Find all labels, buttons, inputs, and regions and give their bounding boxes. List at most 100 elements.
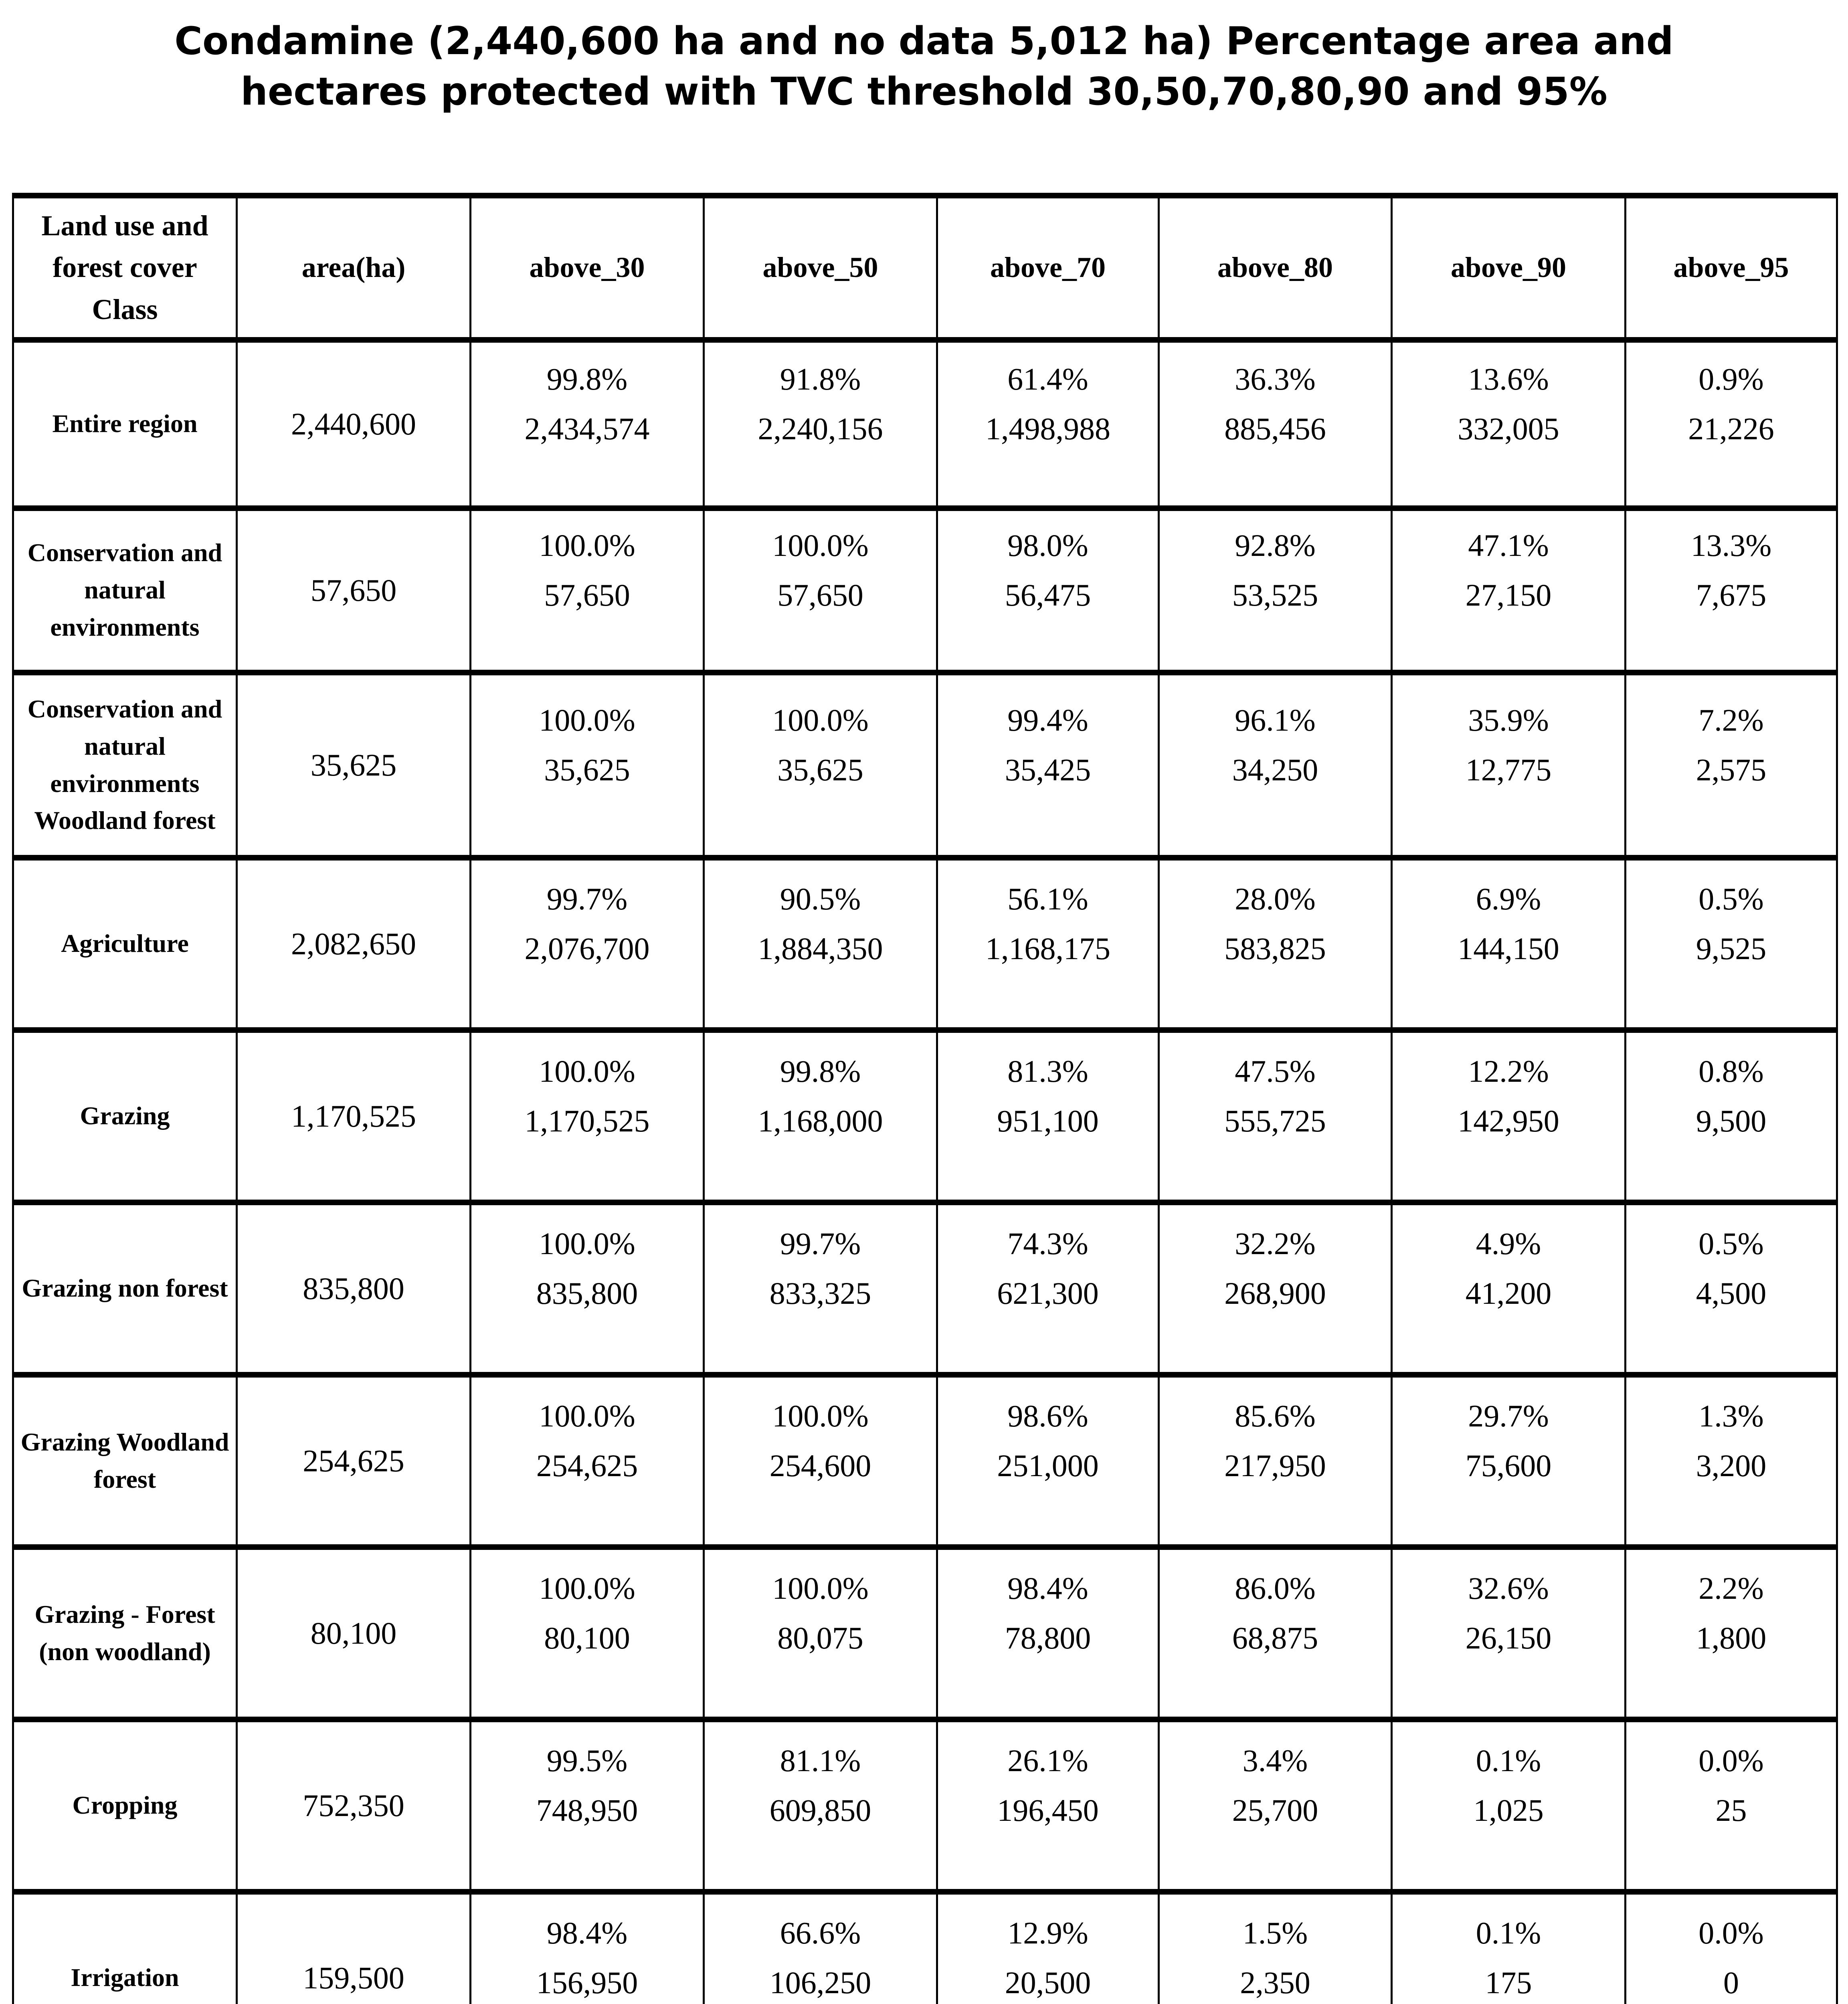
percent-value: 100.0% xyxy=(539,1570,635,1606)
threshold-cell: 1.5% 2,350 xyxy=(1158,1889,1393,2004)
threshold-cell: 36.3% 885,456 xyxy=(1158,337,1393,511)
header-above-95: above_95 xyxy=(1624,192,1838,343)
percent-value: 12.2% xyxy=(1468,1053,1549,1089)
percent-value: 90.5% xyxy=(780,881,861,916)
hectares-value: 9,500 xyxy=(1696,1103,1767,1138)
area-ha-value: 835,800 xyxy=(236,1199,471,1378)
hectares-value: 1,025 xyxy=(1473,1792,1544,1828)
threshold-cell: 98.6% 251,000 xyxy=(936,1372,1160,1550)
row-label: Grazing non forest xyxy=(12,1199,238,1378)
threshold-cell: 2.2% 1,800 xyxy=(1624,1544,1838,1722)
hectares-value: 20,500 xyxy=(1005,1965,1091,2000)
percent-value: 47.5% xyxy=(1235,1053,1316,1089)
threshold-cell: 12.9% 20,500 xyxy=(936,1889,1160,2004)
percent-value: 100.0% xyxy=(772,1398,869,1433)
hectares-value: 12,775 xyxy=(1465,752,1552,787)
hectares-value: 1,800 xyxy=(1696,1620,1767,1655)
percent-value: 100.0% xyxy=(539,527,635,563)
threshold-cell: 0.0% 25 xyxy=(1624,1716,1838,1895)
threshold-cell: 4.9% 41,200 xyxy=(1391,1199,1626,1378)
row-label: Grazing Woodland forest xyxy=(12,1372,238,1550)
threshold-cell: 13.6% 332,005 xyxy=(1391,337,1626,511)
hectares-value: 583,825 xyxy=(1224,931,1326,966)
percent-value: 47.1% xyxy=(1468,527,1549,563)
area-ha-value: 57,650 xyxy=(236,505,471,675)
threshold-cell: 99.5% 748,950 xyxy=(469,1716,705,1895)
hectares-value: 142,950 xyxy=(1458,1103,1559,1138)
threshold-cell: 0.1% 175 xyxy=(1391,1889,1626,2004)
percent-value: 99.5% xyxy=(546,1743,628,1778)
threshold-cell: 90.5% 1,884,350 xyxy=(703,855,938,1033)
table-row: Grazing - Forest (non woodland) 80,100 100… xyxy=(12,1544,1838,1722)
threshold-cell: 100.0% 254,600 xyxy=(703,1372,938,1550)
percent-value: 100.0% xyxy=(539,1053,635,1089)
threshold-cell: 66.6% 106,250 xyxy=(703,1889,938,2004)
table-header-row: Land use and forest cover Class area(ha)… xyxy=(12,192,1838,343)
hectares-value: 951,100 xyxy=(997,1103,1099,1138)
percent-value: 4.9% xyxy=(1476,1226,1541,1261)
hectares-value: 0 xyxy=(1723,1965,1739,2000)
hectares-value: 885,456 xyxy=(1224,411,1326,446)
hectares-value: 254,600 xyxy=(769,1448,871,1483)
hectares-value: 78,800 xyxy=(1005,1620,1091,1655)
threshold-cell: 6.9% 144,150 xyxy=(1391,855,1626,1033)
row-label: Entire region xyxy=(12,337,238,511)
hectares-value: 555,725 xyxy=(1224,1103,1326,1138)
threshold-cell: 91.8% 2,240,156 xyxy=(703,337,938,511)
percent-value: 99.4% xyxy=(1007,702,1088,737)
threshold-cell: 100.0% 35,625 xyxy=(469,669,705,861)
percent-value: 13.6% xyxy=(1468,361,1549,396)
threshold-cell: 7.2% 2,575 xyxy=(1624,669,1838,861)
percent-value: 0.9% xyxy=(1698,361,1764,396)
table-row: Irrigation 159,500 98.4% 156,950 66.6% 106,25… xyxy=(12,1889,1838,2004)
row-label: Conservation and natural environments xyxy=(12,505,238,675)
page-title: Condamine (2,440,600 ha and no data 5,01… xyxy=(0,0,1848,117)
hectares-value: 1,498,988 xyxy=(985,411,1110,446)
threshold-cell: 99.7% 2,076,700 xyxy=(469,855,705,1033)
percent-value: 3.4% xyxy=(1242,1743,1308,1778)
threshold-cell: 0.5% 4,500 xyxy=(1624,1199,1838,1378)
hectares-value: 2,350 xyxy=(1240,1965,1310,2000)
percent-value: 100.0% xyxy=(772,527,869,563)
hectares-value: 56,475 xyxy=(1005,577,1091,612)
area-ha-value: 752,350 xyxy=(236,1716,471,1895)
table-row: Grazing non forest 835,800 100.0% 835,800 99… xyxy=(12,1199,1838,1378)
hectares-value: 144,150 xyxy=(1458,931,1559,966)
threshold-cell: 0.0% 0 xyxy=(1624,1889,1838,2004)
header-area-ha: area(ha) xyxy=(236,192,471,343)
table-row: Agriculture 2,082,650 99.7% 2,076,700 90.5% 1… xyxy=(12,855,1838,1033)
hectares-value: 4,500 xyxy=(1696,1275,1767,1311)
percent-value: 100.0% xyxy=(772,1570,869,1606)
hectares-value: 57,650 xyxy=(544,577,630,612)
threshold-cell: 0.8% 9,500 xyxy=(1624,1027,1838,1205)
percent-value: 36.3% xyxy=(1235,361,1316,396)
percent-value: 0.1% xyxy=(1476,1743,1541,1778)
header-above-50: above_50 xyxy=(703,192,938,343)
threshold-cell: 100.0% 80,100 xyxy=(469,1544,705,1722)
threshold-cell: 99.7% 833,325 xyxy=(703,1199,938,1378)
hectares-value: 1,170,525 xyxy=(524,1103,650,1138)
hectares-value: 80,075 xyxy=(777,1620,863,1655)
hectares-value: 25,700 xyxy=(1232,1792,1318,1828)
threshold-cell: 96.1% 34,250 xyxy=(1158,669,1393,861)
percent-value: 0.0% xyxy=(1698,1915,1764,1950)
table-row: Conservation and natural environments 57,… xyxy=(12,505,1838,675)
threshold-cell: 0.1% 1,025 xyxy=(1391,1716,1626,1895)
percent-value: 66.6% xyxy=(780,1915,861,1950)
header-above-90: above_90 xyxy=(1391,192,1626,343)
hectares-value: 2,575 xyxy=(1696,752,1767,787)
hectares-value: 7,675 xyxy=(1696,577,1767,612)
percent-value: 32.6% xyxy=(1468,1570,1549,1606)
threshold-cell: 74.3% 621,300 xyxy=(936,1199,1160,1378)
threshold-cell: 99.8% 1,168,000 xyxy=(703,1027,938,1205)
hectares-value: 80,100 xyxy=(544,1620,630,1655)
percent-value: 99.8% xyxy=(546,361,628,396)
area-ha-value: 1,170,525 xyxy=(236,1027,471,1205)
threshold-cell: 98.0% 56,475 xyxy=(936,505,1160,675)
area-ha-value: 80,100 xyxy=(236,1544,471,1722)
percent-value: 1.3% xyxy=(1698,1398,1764,1433)
page-title-line1: Condamine (2,440,600 ha and no data 5,01… xyxy=(174,19,1674,63)
threshold-cell: 81.3% 951,100 xyxy=(936,1027,1160,1205)
threshold-cell: 85.6% 217,950 xyxy=(1158,1372,1393,1550)
threshold-cell: 81.1% 609,850 xyxy=(703,1716,938,1895)
